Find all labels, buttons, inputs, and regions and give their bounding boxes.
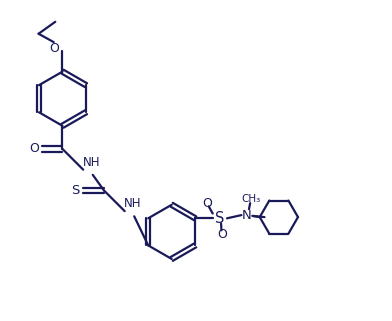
Text: O: O	[49, 42, 59, 55]
Text: O: O	[202, 197, 212, 210]
Text: O: O	[29, 143, 39, 155]
Text: NH: NH	[124, 197, 142, 211]
Text: O: O	[217, 228, 227, 241]
Text: S: S	[215, 211, 225, 226]
Text: NH: NH	[83, 156, 100, 169]
Text: N: N	[242, 209, 252, 221]
Text: S: S	[71, 184, 80, 197]
Text: CH₃: CH₃	[241, 194, 261, 204]
